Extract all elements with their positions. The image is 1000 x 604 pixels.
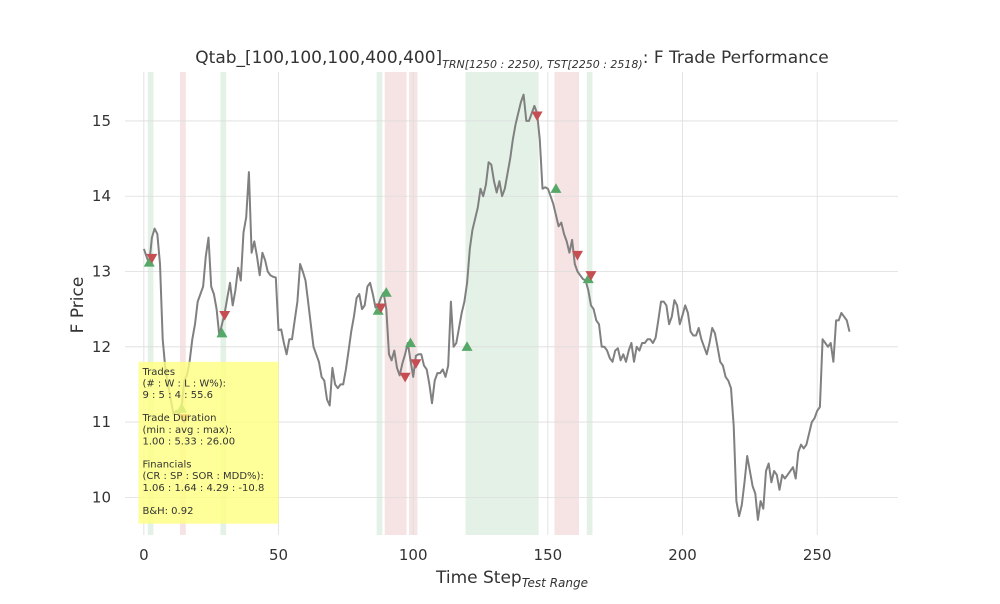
buy-marker (143, 256, 155, 267)
buy-marker (404, 337, 416, 348)
y-tick-label: 10 (92, 488, 111, 506)
title-sub: TRN[1250 : 2250), TST[2250 : 2518) (442, 58, 643, 71)
x-tick-label: 100 (399, 546, 428, 564)
stats-box: Trades(# : W : L : W%):9 : 5 : 4 : 55.6 T… (138, 361, 279, 524)
stats-box-background (138, 361, 279, 524)
sell-marker (219, 311, 231, 321)
buy-marker (216, 327, 228, 338)
trade-span-loss (384, 72, 407, 535)
title-suffix: : F Trade Performance (643, 48, 829, 68)
x-axis-label-main: Time Step (435, 568, 522, 588)
x-tick-label: 150 (534, 546, 563, 564)
grid-lines (125, 72, 898, 535)
stats-box-line: Trades (141, 367, 175, 378)
stats-box-line: 9 : 5 : 4 : 55.6 (142, 390, 213, 401)
trade-span-win (220, 72, 227, 535)
trade-span-loss (554, 72, 579, 535)
x-tick-label: 50 (269, 546, 288, 564)
y-tick-label: 14 (92, 187, 111, 205)
stats-box-line: (CR : SP : SOR : MDD%): (142, 471, 263, 482)
price-line-layer (142, 93, 851, 521)
buy-marker (461, 341, 473, 351)
buy-marker (582, 273, 594, 284)
trade-span-win (586, 72, 593, 535)
stats-box-line: (# : W : L : W%): (142, 378, 226, 389)
sell-marker (585, 271, 597, 281)
x-axis-label-sub: Test Range (522, 576, 588, 590)
y-axis-label: F Price (68, 277, 88, 334)
stats-box-line: (min : avg : max): (142, 425, 232, 436)
stats-box-line: 1.00 : 5.33 : 26.00 (142, 436, 235, 447)
stats-box-line: Financials (142, 460, 191, 471)
stats-box-line: B&H: 0.92 (142, 506, 193, 517)
stats-box-line: 1.06 : 1.64 : 4.29 : -10.8 (142, 483, 264, 494)
price-line (142, 93, 851, 521)
sell-marker (399, 372, 411, 383)
stats-box-line: Trade Duration (141, 413, 216, 424)
x-tick-label: 250 (803, 546, 832, 564)
sell-marker (410, 359, 422, 369)
trade-span-win (465, 72, 539, 535)
sell-marker (571, 250, 583, 261)
y-tick-label: 13 (92, 263, 111, 281)
tick-labels: 0 50 100 150 200 250 10 11 12 13 14 15 (92, 112, 832, 564)
x-tick-label: 0 (139, 546, 149, 564)
trade-span-loss (180, 72, 186, 535)
y-tick-label: 11 (92, 413, 111, 431)
buy-marker (550, 183, 562, 193)
y-tick-label: 15 (92, 112, 111, 130)
title-main: Qtab_[100,100,100,400,400] (195, 48, 442, 68)
buy-marker (380, 287, 392, 297)
chart-title: Qtab_[100,100,100,400,400]TRN[1250 : 225… (195, 48, 828, 71)
sell-marker (531, 111, 543, 122)
x-tick-label: 200 (668, 546, 697, 564)
x-axis-label: Time StepTest Range (435, 568, 588, 590)
sell-marker (375, 303, 387, 314)
sell-marker (146, 253, 158, 264)
trade-span-win (147, 72, 154, 535)
y-tick-label: 12 (92, 338, 111, 356)
